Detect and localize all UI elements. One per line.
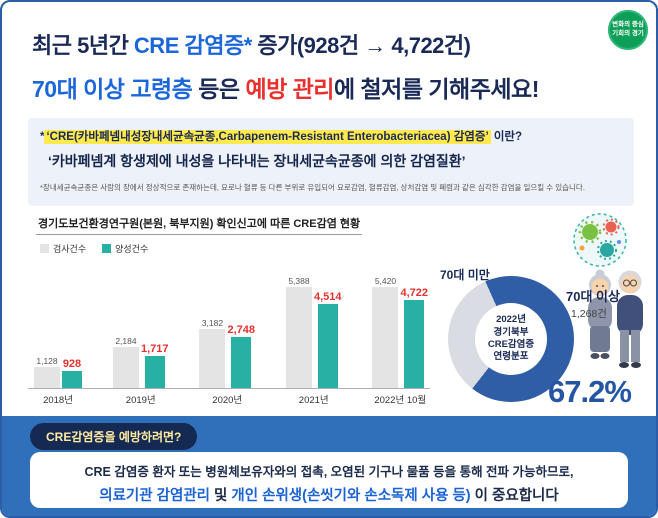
tests-value-label: 5,420 <box>374 276 397 286</box>
bar-group: 5,420 4,722 2022년 10월 <box>372 257 428 406</box>
definition-question: * ‘CRE(카바페넴내성장내세균속균종,Carbapenem-Resistant… <box>40 128 622 144</box>
definition-highlighted-term: ‘CRE(카바페넴내성장내세균속균종,Carbapenem-Resistant … <box>44 130 491 144</box>
bar-group: 5,388 4,514 2021년 <box>285 257 342 406</box>
label-over-70: 70대 이상 <box>566 289 620 304</box>
headline-line2: 70대 이상 고령층 등은 예방 관리에 철저를 기해주세요! <box>32 70 539 104</box>
prevention-line2: 의료기관 감염관리 및 개인 손위생(손씻기와 손소독제 사용 등) 이 중요합… <box>30 484 628 505</box>
age-donut-chart: 2022년 경기북부 CRE감염증 연령분포 <box>448 276 574 402</box>
tests-value-label: 5,388 <box>288 276 310 286</box>
prevention-keyword-hand-hygiene: 개인 손위생(손씻기와 손소독제 사용 등) <box>231 488 471 504</box>
prevention-line1: CRE 감염증 환자 또는 병원체보유자와의 접촉, 오염된 기구나 물품 등을… <box>84 465 574 479</box>
tests-bar <box>34 367 60 388</box>
x-axis-label: 2018년 <box>43 395 73 406</box>
positive-value-label: 4,722 <box>400 287 428 299</box>
cre-definition-box: * ‘CRE(카바페넴내성장내세균속균종,Carbapenem-Resistant… <box>28 118 634 206</box>
elderly-couple-illustration <box>588 269 643 368</box>
chart-baseline <box>28 388 430 389</box>
prevention-message-box: CRE 감염증 환자 또는 병원체보유자와의 접촉, 오염된 기구나 물품 등을… <box>30 452 628 508</box>
chart-legend: 검사건수 양성건수 <box>40 242 430 255</box>
prevention-section: CRE감염증을 예방하려면? CRE 감염증 환자 또는 병원체보유자와의 접촉… <box>2 416 656 516</box>
headline-prefix: 최근 5년간 <box>32 33 134 58</box>
over-70-percent: 67.2% <box>548 374 632 409</box>
tests-bar <box>199 329 226 388</box>
headline-line1: 최근 5년간 CRE 감염증* 증가(928건 → 4,722건) <box>32 28 471 60</box>
cre-bar-chart: 경기도보건환경연구원(본원, 북부지원) 확인신고에 따른 CRE감염 현황 검… <box>28 214 430 409</box>
legend-item-positive: 양성건수 <box>102 242 148 255</box>
headline-cre-highlight: CRE 감염증* <box>133 33 252 58</box>
positive-bar <box>144 356 165 388</box>
x-axis-label: 2022년 10월 <box>374 395 427 406</box>
tests-value-label: 2,184 <box>115 336 137 346</box>
definition-asterisk: * <box>40 131 45 143</box>
gyeonggi-logo: 변화의 중심 기회의 경기 <box>608 10 648 50</box>
over-70-count: 1,268건 <box>571 308 607 320</box>
age-distribution-panel: 70대 미만 2022년 경기북부 CRE감염증 연령분포 <box>432 213 654 416</box>
prevention-line2-tail: 이 중요합니다 <box>470 488 559 504</box>
positive-value-label: 928 <box>62 358 82 370</box>
tests-bar <box>112 347 139 388</box>
tests-bar <box>285 287 312 388</box>
positive-bar <box>62 371 82 388</box>
positive-value-label: 2,748 <box>227 324 255 336</box>
definition-footnote: *장내세균속균종은 사람의 장에서 정상적으로 존재하는데, 요로나 혈류 등 … <box>40 183 585 192</box>
logo-line2: 기회의 경기 <box>612 30 644 37</box>
bar-group: 3,182 2,748 2020년 <box>199 257 255 406</box>
headline-line2-tail: 에 철저를 기해주세요! <box>333 76 539 102</box>
headline-age-group: 70대 이상 고령층 <box>32 76 193 102</box>
bar-plot: 1,128 928 2018년 2,184 1,717 2019년 3,182 2,748 20… <box>28 257 430 409</box>
headline-prevention: 예방 관리 <box>245 76 334 102</box>
donut-center-label: 2022년 경기북부 CRE감염증 연령분포 <box>475 303 547 375</box>
definition-answer: ‘카바페넴계 항생제에 내성을 나타내는 장내세균속균종에 의한 감염질환’ <box>48 153 466 169</box>
bar-group: 1,128 928 2018년 <box>34 257 82 406</box>
prevention-keyword-hospital: 의료기관 감염관리 <box>99 488 210 504</box>
headline-line2-mid: 등은 <box>192 76 246 102</box>
label-under-70: 70대 미만 <box>440 268 490 282</box>
legend-label-positive: 양성건수 <box>115 244 149 254</box>
tests-bar <box>372 287 399 388</box>
germs-illustration <box>573 213 627 267</box>
definition-question-suffix: 이란? <box>490 131 523 143</box>
headline-mid: 증가 <box>251 33 297 58</box>
x-axis-label: 2021년 <box>298 395 329 406</box>
bar-group: 2,184 1,717 2019년 <box>112 257 169 406</box>
positive-value-label: 4,514 <box>313 291 342 303</box>
positive-bar <box>404 300 425 388</box>
legend-swatch-tests <box>40 244 49 253</box>
bar-groups: 1,128 928 2018년 2,184 1,717 2019년 3,182 2,748 20… <box>34 257 428 406</box>
headline-stat: (928건 → 4,722건) <box>296 33 471 58</box>
x-axis-label: 2020년 <box>212 395 243 406</box>
legend-item-tests: 검사건수 <box>40 242 86 255</box>
prevention-pill-label: CRE감염증을 예방하려면? <box>30 423 198 450</box>
x-axis-label: 2019년 <box>125 395 156 406</box>
chart-title: 경기도보건환경연구원(본원, 북부지원) 확인신고에 따른 CRE감염 현황 <box>36 215 363 235</box>
legend-swatch-positive <box>102 244 112 253</box>
tests-value-label: 3,182 <box>201 318 224 328</box>
positive-value-label: 1,717 <box>140 343 169 355</box>
positive-bar <box>317 304 338 388</box>
prevention-line2-mid: 및 <box>210 488 232 504</box>
tests-value-label: 1,128 <box>36 356 58 366</box>
logo-line1: 변화의 중심 <box>612 21 644 29</box>
positive-bar <box>231 337 252 388</box>
legend-label-tests: 검사건수 <box>53 244 87 254</box>
